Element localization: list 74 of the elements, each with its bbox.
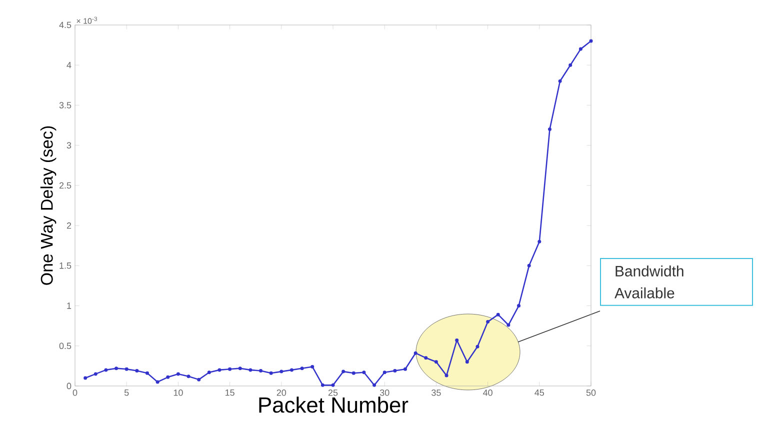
point: [476, 344, 480, 348]
y-tick-label: 0.5: [59, 342, 72, 350]
x-tick-label: 40: [483, 390, 492, 396]
point: [320, 383, 324, 387]
point: [146, 371, 149, 375]
y-tick-label: 1: [67, 302, 72, 309]
point: [269, 371, 273, 375]
point: [156, 380, 160, 384]
text: Bandwidth Available: [614, 265, 684, 298]
x-tick-label: 10: [174, 390, 183, 396]
y-tick-label: 3.5: [59, 102, 72, 108]
point: [538, 240, 542, 244]
point: [486, 320, 490, 324]
y-tick-label: 0: [66, 382, 72, 390]
y-tick-label: 4.5: [59, 22, 72, 28]
x-tick-label: 25: [328, 390, 338, 396]
point: [186, 374, 190, 378]
x-tick-label: 5: [124, 390, 129, 396]
point: [414, 351, 418, 355]
point: [548, 128, 552, 132]
y-tick-label: 1.5: [60, 262, 72, 269]
point: [104, 368, 108, 372]
x-tick-label: 35: [432, 390, 441, 396]
point: [403, 367, 407, 371]
point: [197, 378, 201, 382]
y-tick-label: 2: [66, 222, 72, 229]
point: [558, 79, 562, 83]
point: [589, 39, 593, 43]
point: [331, 383, 335, 387]
point: [280, 370, 284, 374]
point: [434, 360, 438, 364]
point: [527, 264, 531, 268]
point: [362, 370, 366, 374]
point: [218, 368, 222, 372]
point: [124, 367, 128, 371]
point: [114, 366, 118, 370]
point: [465, 360, 469, 364]
point: [300, 366, 304, 370]
point: [496, 312, 500, 316]
x-tick-label: 15: [226, 390, 234, 396]
y-tick-label: 3: [66, 142, 72, 148]
point: [352, 371, 356, 375]
y-axis-title: One Way Delay (sec): [40, 126, 56, 285]
x-axis-title: Packet Number: [259, 396, 408, 413]
point: [382, 370, 386, 374]
x-tick-label: 50: [586, 390, 596, 396]
point: [176, 372, 180, 376]
point: [207, 370, 211, 374]
point: [310, 364, 314, 368]
point: [84, 376, 88, 380]
point: [94, 372, 98, 376]
point: [228, 367, 232, 371]
point: [166, 375, 170, 379]
point: [444, 374, 448, 378]
point: [506, 323, 510, 327]
point: [259, 368, 263, 372]
point: [290, 368, 294, 372]
point: [238, 366, 242, 370]
point: [424, 356, 428, 360]
point: [342, 370, 346, 374]
x-tick-label: 45: [534, 390, 544, 396]
point: [568, 63, 572, 67]
point: [372, 383, 376, 387]
point: [393, 368, 397, 372]
point: [135, 368, 139, 372]
point: [578, 47, 582, 51]
point: [248, 368, 252, 372]
y-tick-label: 2.5: [59, 182, 72, 189]
x-tick-label: 0: [72, 390, 78, 396]
x-tick-label: 30: [380, 390, 390, 396]
y-tick-label: 4: [66, 62, 72, 68]
x-tick-label: 20: [276, 390, 286, 396]
point: [517, 304, 521, 308]
point: [455, 338, 459, 342]
